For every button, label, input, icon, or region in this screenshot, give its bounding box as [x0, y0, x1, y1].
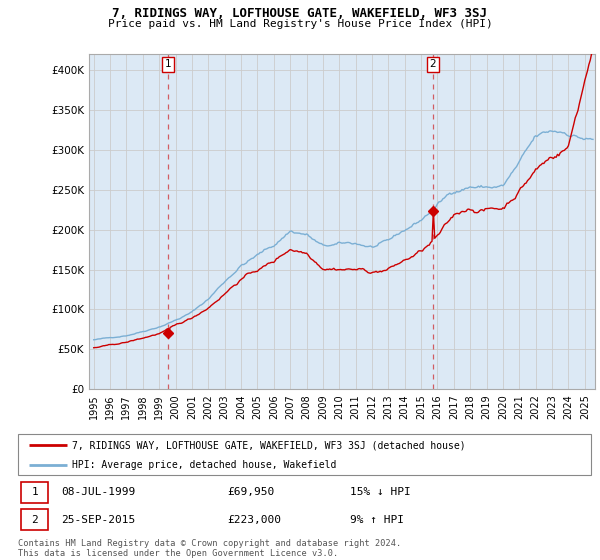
Text: 9% ↑ HPI: 9% ↑ HPI	[350, 515, 404, 525]
Text: 7, RIDINGS WAY, LOFTHOUSE GATE, WAKEFIELD, WF3 3SJ (detached house): 7, RIDINGS WAY, LOFTHOUSE GATE, WAKEFIEL…	[73, 441, 466, 450]
Text: 2: 2	[430, 59, 436, 69]
Text: HPI: Average price, detached house, Wakefield: HPI: Average price, detached house, Wake…	[73, 460, 337, 470]
Text: Contains HM Land Registry data © Crown copyright and database right 2024.
This d: Contains HM Land Registry data © Crown c…	[18, 539, 401, 558]
Text: 08-JUL-1999: 08-JUL-1999	[61, 487, 135, 497]
Text: £69,950: £69,950	[227, 487, 274, 497]
Text: 15% ↓ HPI: 15% ↓ HPI	[350, 487, 411, 497]
Text: 7, RIDINGS WAY, LOFTHOUSE GATE, WAKEFIELD, WF3 3SJ: 7, RIDINGS WAY, LOFTHOUSE GATE, WAKEFIEL…	[113, 7, 487, 20]
Text: 1: 1	[164, 59, 171, 69]
Bar	[21, 509, 49, 530]
Text: 25-SEP-2015: 25-SEP-2015	[61, 515, 135, 525]
Text: £223,000: £223,000	[227, 515, 281, 525]
Text: Price paid vs. HM Land Registry's House Price Index (HPI): Price paid vs. HM Land Registry's House …	[107, 19, 493, 29]
Text: 2: 2	[31, 515, 38, 525]
Bar	[21, 482, 49, 503]
Text: 1: 1	[31, 487, 38, 497]
